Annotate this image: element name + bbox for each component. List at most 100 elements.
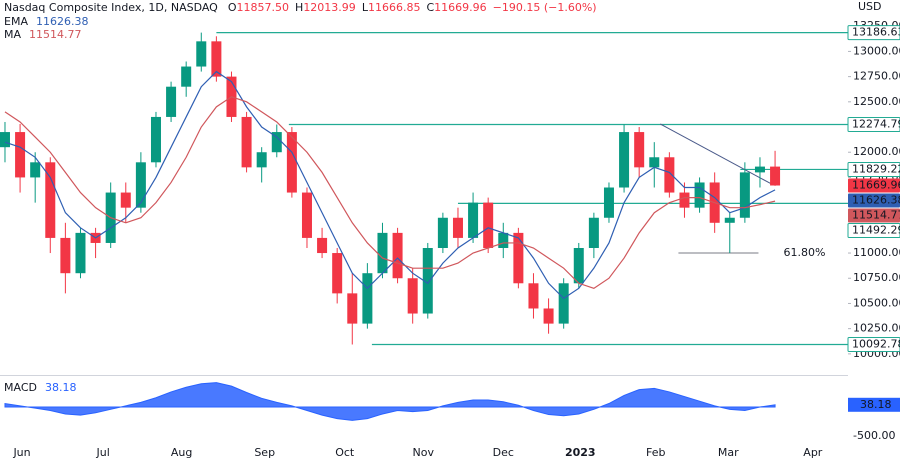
candle-body [377,232,388,274]
x-tick-label: Dec [493,446,514,459]
candle-body [483,202,494,248]
x-tick-label: Apr [803,446,823,459]
trendline [660,123,771,184]
ohlc-key: C [426,1,434,14]
candle-body [271,132,282,153]
fib-label: 61.80% [783,246,825,259]
candle-body [286,132,297,193]
candle-body [301,192,312,238]
x-tick-label: Jun [12,446,30,459]
y-tick-label: -500.00 [853,429,895,442]
legend: EMA 11626.38 [4,15,88,28]
candle-body [60,237,71,274]
candle-body [679,192,690,208]
candle-body [0,132,10,148]
price-label: 13186.63 [852,26,900,39]
legend-name: EMA [4,15,28,28]
candle-body [739,172,750,218]
legend-value: 11514.77 [29,28,82,41]
candle-body [664,157,675,193]
candle-body [588,217,599,248]
x-tick-label: Jul [95,446,109,459]
candle-body [754,166,765,173]
candle-body [694,182,705,208]
price-label: 11514.77 [852,208,900,221]
candle-body [30,162,41,178]
candle-body [422,248,433,314]
candle-body [468,202,479,238]
title: Nasdaq Composite Index, 1D, NASDAQ [4,1,218,14]
y-tick-label: 11000.00 [853,246,900,259]
y-tick-label: 10250.00 [853,322,900,335]
y-tick-label: 13000.00 [853,44,900,57]
legend-value: 11626.38 [36,15,89,28]
candle-body [513,232,524,284]
candle-body [437,217,448,248]
ohlc-value: 11857.50 [237,1,290,14]
candle-body [543,308,554,324]
price-label-bg [847,337,900,352]
candle-body [407,278,418,314]
candle-body [558,283,569,324]
ohlc-key: L [362,1,369,14]
price-label: 11492.29 [852,223,900,236]
price-label: 10092.78 [852,338,900,351]
currency: USD [858,0,882,13]
price-label-bg [848,178,900,193]
y-tick-label: 12000.00 [853,145,900,158]
ohlc-value: 11666.85 [368,1,421,14]
candle-body [211,41,222,77]
candle-body [619,132,630,188]
candle-body [528,283,539,309]
x-tick-label: Oct [335,446,355,459]
indicator-line [4,96,776,289]
candle-body [498,232,509,248]
candle-body [649,157,660,168]
x-tick-label: Mar [718,446,739,459]
legend: MACD 38.18 [4,381,76,394]
candle-body [196,41,207,67]
price-label: 12274.79 [852,118,900,131]
price-label: 11669.96 [852,178,900,191]
price-label: 11829.22 [852,162,900,175]
macd-label: 38.18 [860,398,892,411]
candle-body [634,132,645,168]
price-label-bg [847,223,900,238]
candle-body [347,293,358,324]
candle-body [45,162,56,238]
candle-body [135,162,146,208]
candle-body [181,66,192,87]
candle-body [120,192,131,208]
candle-body [150,116,161,163]
candle-body [332,253,343,294]
ohlc-value: 11669.96 [434,1,487,14]
price-label-bg [847,161,900,177]
candle-body [770,166,781,186]
legend-name: MACD [4,381,37,394]
candle-body [15,132,26,178]
change: −190.15 (−1.60%) [493,1,597,14]
y-tick-label: 10750.00 [853,271,900,284]
x-tick-label: Aug [171,446,192,459]
price-label-bg [848,193,900,208]
ohlc-key: O [228,1,237,14]
candle-body [603,187,614,218]
x-tick-label: Feb [646,446,665,459]
macd-label-bg [848,397,900,412]
y-tick-label: 10500.00 [853,296,900,309]
x-tick-label: Nov [413,446,435,459]
indicator-line [4,70,776,300]
ohlc-value: 12013.99 [303,1,356,14]
currency-bg [848,0,900,14]
candle-body [75,232,86,274]
price-label-bg [847,117,900,133]
ohlc-key: H [295,1,303,14]
candle-body [166,86,177,117]
price-label-bg [847,25,900,41]
candle-body [724,217,735,223]
legend-name: MA [4,28,21,41]
x-tick-label: 2023 [565,446,596,459]
